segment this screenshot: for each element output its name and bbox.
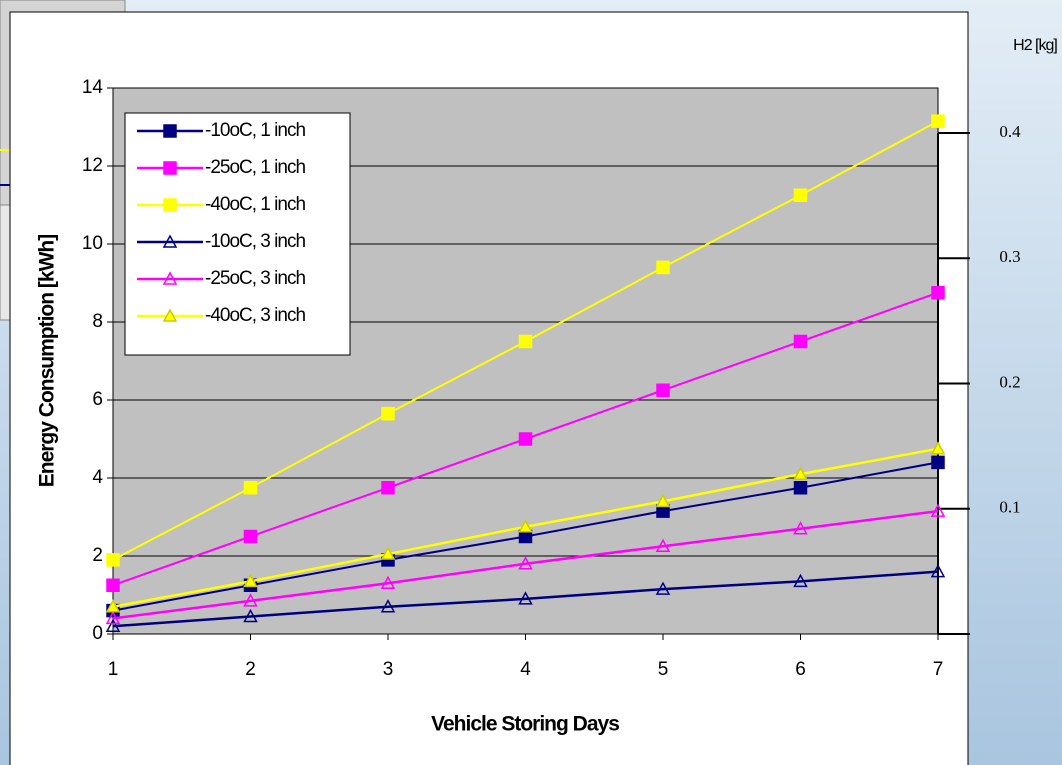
- marker: [930, 564, 946, 578]
- x-tick-label: 7: [933, 659, 944, 680]
- y-axis-label: Energy Consumption [kWh]: [36, 235, 59, 488]
- marker: [793, 521, 808, 535]
- y2-tick-label: 0.3: [999, 247, 1020, 266]
- legend-label: -10oC, 3 inch: [205, 231, 305, 252]
- marker: [930, 441, 946, 455]
- marker: [930, 503, 946, 517]
- marker: [380, 575, 396, 590]
- marker: [518, 556, 533, 570]
- x-tick-label: 6: [795, 659, 806, 680]
- y-tick-label: 2: [92, 545, 103, 566]
- y2-tick-label: 0.1: [999, 498, 1020, 517]
- y-tick-label: 10: [82, 233, 103, 254]
- marker: [655, 581, 671, 595]
- legend-marker: [162, 308, 178, 322]
- marker: [518, 519, 533, 533]
- x-tick-label: 5: [658, 659, 669, 680]
- marker: [106, 553, 120, 567]
- legend-box: [124, 112, 351, 356]
- legend-marker: [163, 124, 177, 138]
- marker: [793, 481, 808, 495]
- marker: [105, 610, 121, 625]
- marker: [106, 578, 120, 592]
- marker: [518, 432, 533, 446]
- x-tick-label: 3: [383, 659, 394, 680]
- marker: [243, 573, 258, 588]
- marker: [656, 383, 670, 397]
- y-tick-label: 0: [92, 623, 103, 644]
- marker: [380, 546, 396, 560]
- legend-label: -40oC, 3 inch: [205, 305, 305, 326]
- legend-label: -10oC, 1 inch: [205, 120, 305, 141]
- marker: [655, 493, 671, 508]
- marker: [380, 599, 396, 613]
- legend-label: -25oC, 1 inch: [205, 157, 305, 178]
- y-tick-label: 8: [92, 311, 103, 332]
- y-tick-label: 4: [92, 467, 103, 488]
- marker: [381, 481, 395, 495]
- legend-label: -40oC, 1 inch: [205, 194, 305, 215]
- x-tick-label: 4: [520, 659, 531, 680]
- marker: [381, 406, 395, 421]
- marker: [931, 455, 945, 470]
- legend-marker: [162, 271, 178, 285]
- legend-label: -25oC, 3 inch: [205, 268, 305, 289]
- marker: [793, 573, 808, 588]
- marker: [793, 466, 808, 480]
- series-line: [112, 509, 939, 620]
- marker: [105, 618, 121, 632]
- legend-marker: [163, 198, 177, 212]
- marker: [655, 538, 671, 552]
- y-tick-label: 14: [82, 77, 104, 98]
- x-tick-label: 2: [245, 659, 256, 680]
- marker: [656, 260, 670, 275]
- marker: [243, 529, 258, 544]
- legend-marker: [162, 234, 178, 248]
- series-line: [112, 570, 939, 628]
- marker: [793, 188, 808, 202]
- marker: [243, 481, 258, 495]
- marker: [105, 599, 121, 613]
- marker: [518, 334, 533, 349]
- marker: [243, 593, 258, 607]
- y2-axis-label: H2 [kg]: [1013, 37, 1057, 54]
- x-tick-label: 1: [108, 659, 119, 680]
- y2-tick-label: 0.4: [999, 122, 1021, 141]
- marker: [931, 286, 945, 300]
- x-axis-label: Vehicle Storing Days: [431, 713, 619, 736]
- y2-tick-label: 0.2: [999, 372, 1020, 391]
- y-tick-label: 12: [82, 155, 103, 176]
- legend-marker: [163, 161, 177, 175]
- marker: [793, 334, 808, 349]
- marker: [243, 608, 258, 623]
- y-tick-label: 6: [92, 389, 103, 410]
- background-panel: [0, 204, 11, 321]
- marker: [518, 591, 533, 605]
- marker: [931, 114, 945, 128]
